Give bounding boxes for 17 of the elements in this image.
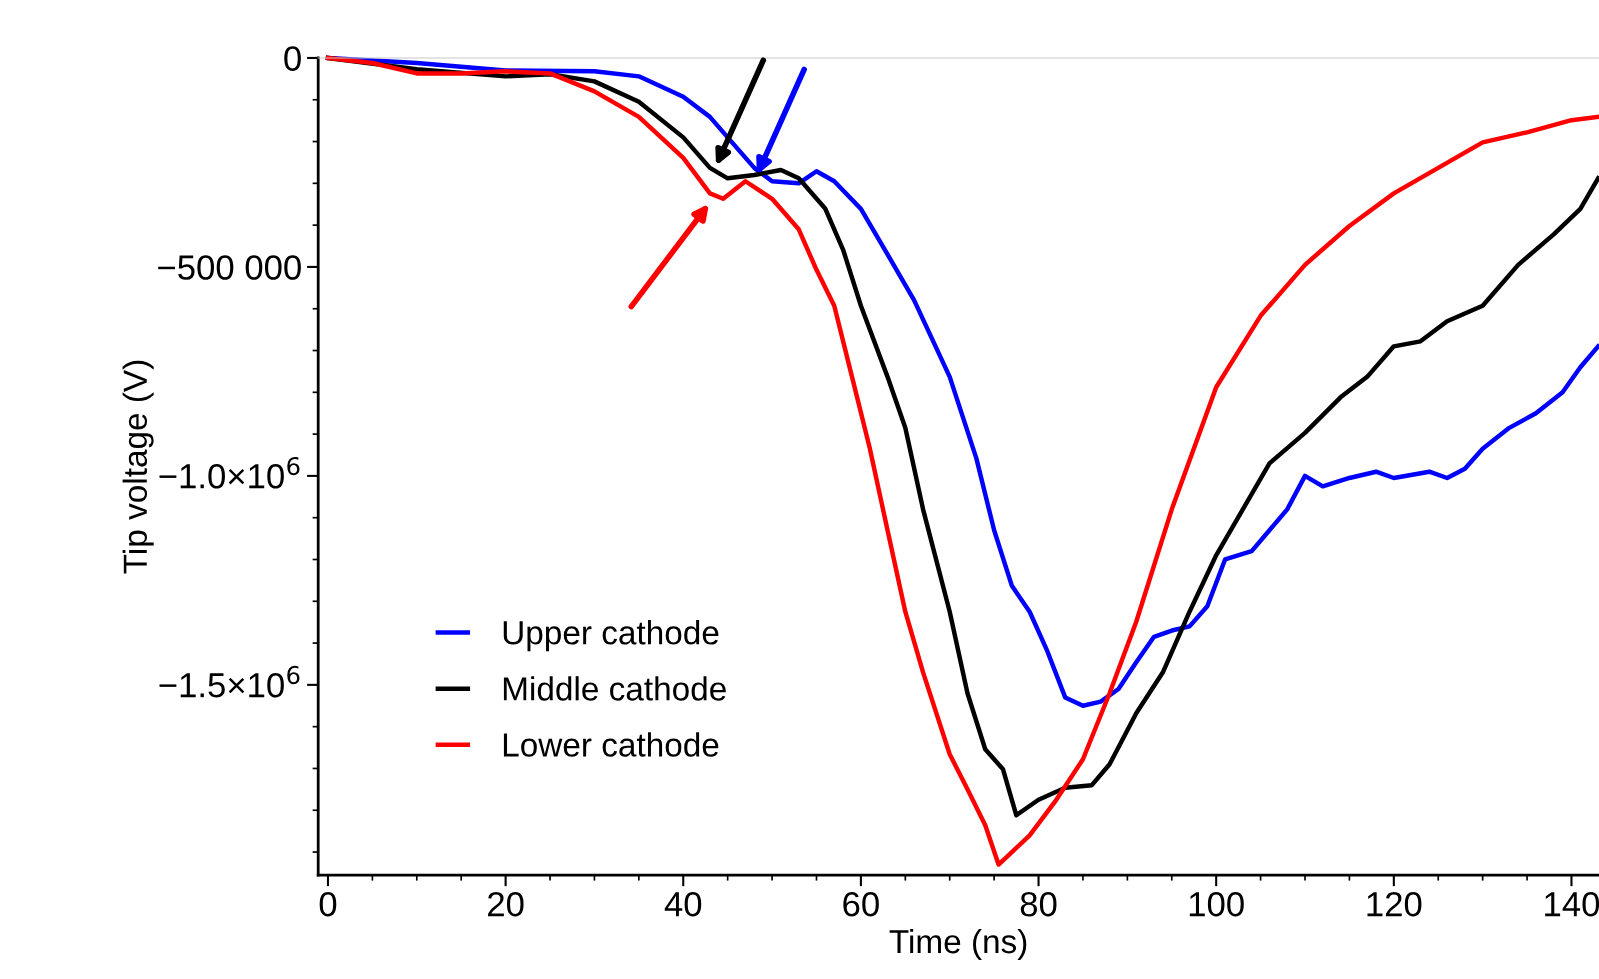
legend-label: Middle cathode bbox=[503, 676, 726, 701]
x-tick-label: 120 bbox=[1367, 891, 1422, 917]
y-tick-label: −1.5×10$^{6}$ bbox=[159, 665, 300, 698]
y-axis-title: Tip voltage (V) bbox=[122, 360, 154, 574]
y-tick-label: 0 bbox=[284, 46, 301, 71]
x-tick-label: 40 bbox=[664, 891, 702, 917]
legend-label: Upper cathode bbox=[503, 620, 719, 652]
x-tick-label: 60 bbox=[843, 891, 879, 917]
legend-label: Lower cathode bbox=[503, 732, 719, 757]
x-tick-label: 100 bbox=[1189, 891, 1244, 917]
x-axis-title: Time (ns) bbox=[889, 928, 1027, 960]
y-tick-label: −1.0×10$^{6}$ bbox=[159, 456, 300, 489]
x-tick-label: 140 bbox=[1545, 891, 1599, 917]
y-tick-label: −500 000 bbox=[158, 255, 301, 280]
x-tick-label: 0 bbox=[319, 891, 337, 917]
x-tick-label: 20 bbox=[488, 891, 524, 917]
x-tick-label: 80 bbox=[1020, 891, 1057, 917]
